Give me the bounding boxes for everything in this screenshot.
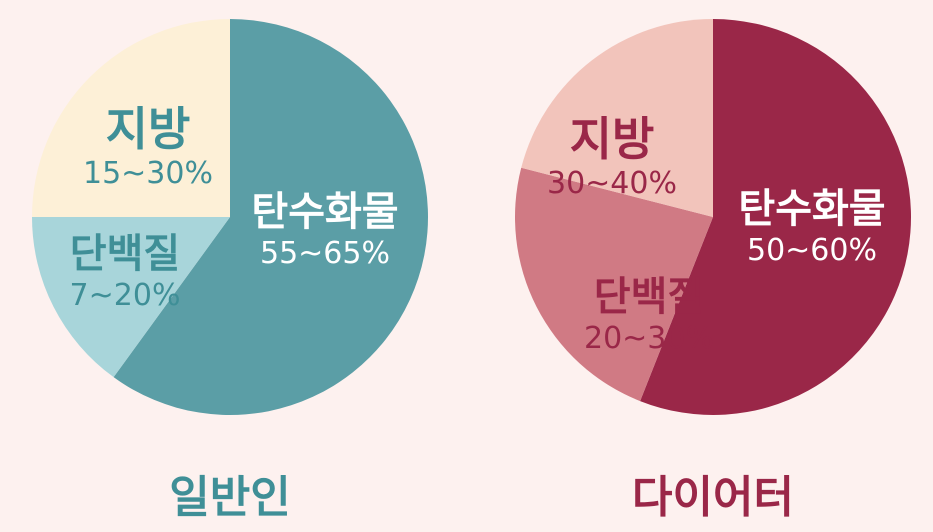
chart-title: 일반인 — [169, 472, 290, 523]
pie-slice — [31, 217, 230, 378]
slice-range-label: 20~30% — [584, 321, 714, 356]
slice-range-label: 55~65% — [260, 236, 390, 271]
pie-slice — [32, 19, 230, 217]
slice-range-label: 15~30% — [83, 156, 213, 191]
chart-title: 다이어터 — [632, 472, 794, 523]
slice-range-label: 7~20% — [70, 278, 181, 313]
slice-range-label: 30~40% — [547, 166, 677, 201]
slice-label: 단백질 — [594, 274, 704, 320]
pie-slice — [521, 19, 713, 217]
slice-label: 탄수화물 — [251, 189, 398, 235]
slice-range-label: 50~60% — [747, 233, 877, 268]
pie-slice — [113, 19, 428, 415]
pie-slice — [515, 167, 713, 402]
slice-label: 단백질 — [70, 231, 180, 277]
slice-label: 지방 — [570, 112, 655, 166]
slice-label: 탄수화물 — [738, 186, 885, 232]
pie-slice — [640, 19, 911, 415]
slice-label: 지방 — [106, 102, 191, 156]
